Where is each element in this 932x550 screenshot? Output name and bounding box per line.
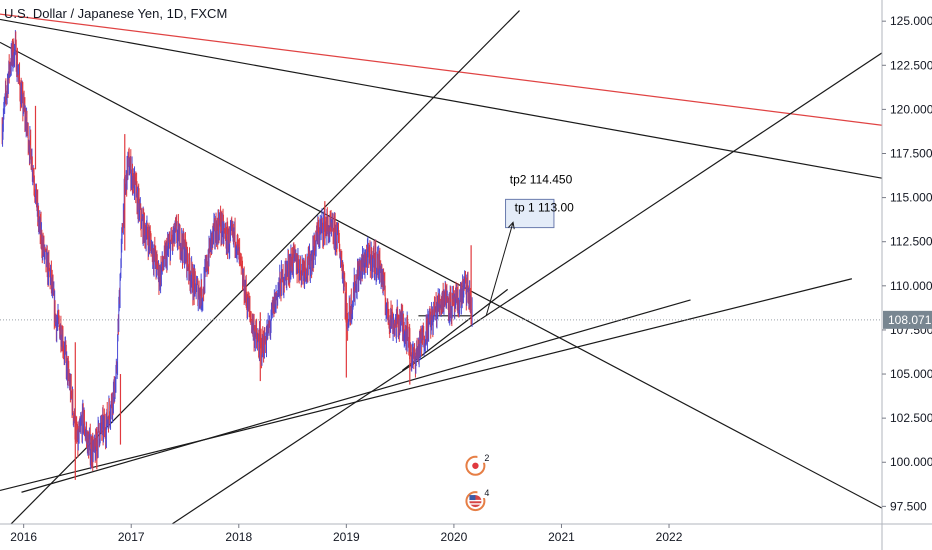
- trendline-long-support-b[interactable]: [21, 299, 691, 493]
- annotation-label[interactable]: tp 1 113.00: [515, 201, 574, 215]
- flag-canton: [469, 495, 476, 501]
- annotation-label[interactable]: tp2 114.450: [510, 172, 573, 186]
- event-count: 4: [484, 488, 489, 498]
- price-axis-background: [882, 0, 932, 524]
- target-arrow-head: [508, 221, 515, 230]
- flag-stripe: [469, 499, 482, 502]
- price-tick-label: 112.500: [890, 235, 932, 249]
- event-ring-gap: [477, 490, 487, 499]
- trendlines[interactable]: [0, 10, 882, 528]
- price-tick-label: 110.000: [890, 279, 932, 293]
- trendline-upper-trend[interactable]: [0, 18, 882, 179]
- time-tick-label: 2016: [10, 530, 37, 544]
- price-series: [1, 30, 473, 480]
- price-tick-label: 105.000: [890, 367, 932, 381]
- price-tick-label: 115.000: [890, 191, 932, 205]
- event-ring-gap: [477, 454, 487, 463]
- price-tick-label: 125.000: [890, 14, 932, 28]
- time-tick-label: 2017: [118, 530, 145, 544]
- time-axis-ticks: 2016 2017 2018 2019 2020 2021 2022: [10, 524, 683, 544]
- event-dot: [472, 462, 479, 469]
- us-flag-icon[interactable]: 4: [465, 488, 489, 512]
- price-tick-label: 102.500: [890, 411, 932, 425]
- target-arrow[interactable]: [485, 222, 514, 316]
- trendline-red-resistance[interactable]: [0, 13, 882, 126]
- trendline-descending-trend[interactable]: [0, 41, 882, 509]
- time-tick-label: 2018: [225, 530, 252, 544]
- price-tick-label: 117.500: [890, 146, 932, 160]
- price-tick-label: 122.500: [890, 58, 932, 72]
- drawing-overlays[interactable]: tp2 114.450 tp 1 113.00 2 4: [465, 172, 574, 512]
- chart-title: U.S. Dollar / Japanese Yen, 1D, FXCM: [4, 6, 227, 21]
- time-tick-label: 2021: [548, 530, 575, 544]
- price-axis-ticks: 125.000 122.500 120.000 117.500 115.000 112.5…: [882, 14, 932, 513]
- event-count: 2: [484, 453, 489, 463]
- price-tick-label: 100.000: [890, 455, 932, 469]
- current-price-label: 108.071: [888, 313, 932, 327]
- current-price-badge: [883, 310, 932, 329]
- time-tick-label: 2022: [656, 530, 683, 544]
- price-tick-label: 97.500: [890, 499, 927, 513]
- trendline-steep-rising-trend[interactable]: [8, 10, 520, 528]
- economic-event-icon[interactable]: 2: [465, 453, 489, 476]
- trendline-rising-channel-trend[interactable]: [171, 52, 882, 524]
- price-tick-label: 120.000: [890, 102, 932, 116]
- time-tick-label: 2019: [333, 530, 360, 544]
- time-tick-label: 2020: [441, 530, 468, 544]
- flag-stripe: [469, 503, 482, 505]
- trendline-long-support-a[interactable]: [0, 278, 853, 492]
